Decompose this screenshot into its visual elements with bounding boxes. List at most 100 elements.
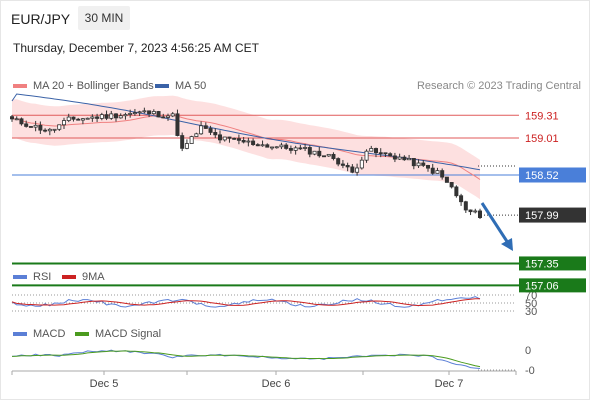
candle-body [307,147,312,155]
candle [213,128,218,139]
legend-macd-label: MACD [33,328,66,340]
rsi-swatch [13,275,27,279]
candle-body [388,153,393,157]
candle-body [298,147,303,150]
candle [463,200,468,213]
candle [430,163,435,175]
candle [194,132,199,137]
candle [421,160,426,168]
legend-rsi-label: RSI [33,271,52,283]
candle [350,164,355,174]
candle [123,112,128,120]
candle-body [369,148,374,152]
candle-body [47,128,52,132]
level-label-0: 159.31 [525,110,559,122]
candle-body [407,158,412,161]
candle-body [9,116,14,120]
timeframe-button[interactable]: 30 MIN [78,6,130,30]
candle-body [208,128,213,133]
candle [85,117,90,120]
rsi-line [11,296,481,308]
candle-body [118,115,123,119]
candle-body [340,163,345,166]
candle-body [109,113,114,119]
candle-body [459,195,464,203]
candle-body [147,110,152,115]
credit-text: Research © 2023 Trading Central [416,80,581,92]
candle-body [90,116,95,119]
candle-body [194,133,199,137]
candle [284,143,289,150]
candle-body [222,136,227,141]
candle-body [232,137,237,140]
candle [9,114,14,122]
candle-body [397,156,402,160]
level-labels: 159.31 159.01 158.52 157.99 157.35 157.06 [519,110,586,293]
candle-body [38,124,43,131]
candle-body [321,155,326,158]
candle [217,130,222,144]
candle-body [142,110,147,113]
legend-ma20: MA 20 + Bollinger Bands [13,80,154,92]
candle-body [66,116,71,121]
candle [19,117,24,126]
candle-body [14,118,19,121]
candle [369,145,374,152]
level-badge-3 [519,207,586,223]
candle [28,126,33,128]
level-badge-4 [519,256,586,271]
candle [170,111,175,118]
candle [411,158,416,170]
candle [373,147,378,158]
candle-body [421,162,426,166]
ma20-swatch [13,84,27,88]
candle [43,128,48,133]
candle-body [473,210,478,213]
candle-body [189,136,194,144]
candle-body [383,152,388,155]
candle-body [57,124,62,130]
candle-body [392,155,397,160]
candle [269,146,274,151]
candle [14,116,19,121]
candle [416,159,421,169]
rsi-ma-line [11,298,481,307]
candle [236,134,241,145]
timestamp: Thursday, December 7, 2023 4:56:25 AM CE… [13,41,259,55]
candle [24,120,29,128]
candle [298,144,303,150]
candle [383,152,388,158]
candle-body [260,144,265,147]
candle [90,114,95,122]
rsi-level-label-30: 30 [525,306,537,318]
candle [76,117,81,121]
candle [189,135,194,144]
legend-ma50: MA 50 [155,80,206,92]
candle-body [317,150,322,157]
candle [303,143,308,152]
symbol-title: EUR/JPY [11,11,71,27]
forecast-arrow-shaft [480,202,510,244]
candle-body [161,116,166,119]
rsi-level-label-70: 70 [525,290,537,302]
candle-body [350,166,355,173]
candle [104,110,109,121]
candle-body [411,158,416,167]
candle-body [24,123,29,127]
candle [345,162,350,172]
legend-rsi-ma-label: 9MA [82,271,105,283]
legend-ma50-label: MA 50 [175,80,207,92]
candle-body [241,139,246,143]
candle [128,109,133,118]
candle-body [468,209,473,213]
candle [33,120,38,132]
candle [156,110,161,118]
candle-body [274,146,279,149]
candle-body [303,147,308,149]
candle [118,113,123,119]
legend-rsi: RSI [13,271,51,283]
macd-level-label: 0 [525,345,531,357]
